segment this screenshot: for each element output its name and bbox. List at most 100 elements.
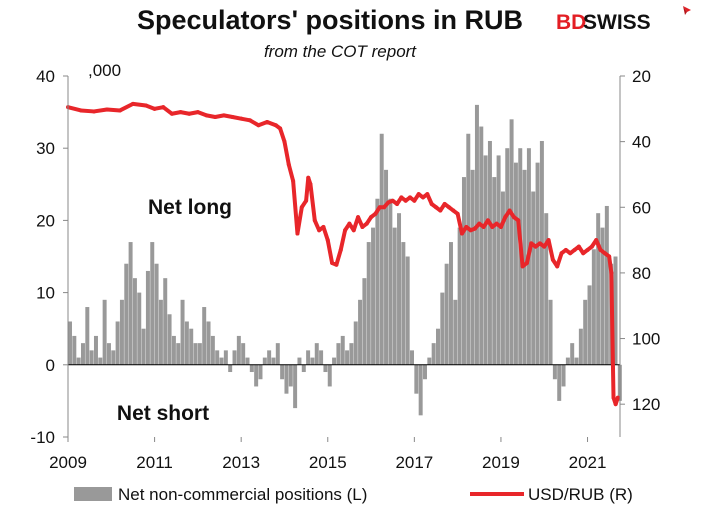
bar-90 (457, 227, 462, 365)
bar-76 (397, 213, 402, 365)
bar-41 (245, 357, 250, 365)
bar-53 (297, 357, 302, 365)
line-point-63 (451, 208, 456, 213)
line-point-103 (615, 395, 620, 400)
bar-114 (561, 364, 566, 387)
bar-55 (306, 350, 311, 365)
bar-0 (68, 321, 72, 365)
bar-64 (345, 350, 350, 365)
bar-14 (128, 242, 133, 365)
bar-70 (371, 227, 376, 365)
bar-24 (171, 335, 176, 365)
legend-line-label: USD/RUB (R) (528, 485, 633, 504)
line-point-79 (520, 264, 525, 269)
left-tick-label-10: 10 (36, 284, 55, 303)
line-point-65 (459, 231, 464, 236)
line-point-75 (503, 215, 508, 220)
line-point-59 (434, 205, 438, 210)
annotation-net-long: Net long (148, 196, 232, 219)
bar-98 (492, 177, 497, 365)
line-point-41 (356, 215, 361, 220)
bar-32 (206, 321, 211, 365)
bar-54 (301, 364, 306, 373)
bar-101 (505, 148, 510, 365)
line-point-64 (455, 211, 460, 216)
line-point-71 (485, 218, 490, 223)
bar-96 (483, 155, 488, 365)
bar-66 (353, 321, 358, 365)
line-point-42 (360, 224, 365, 229)
x-tick-label-2013: 2013 (222, 453, 260, 472)
bar-31 (202, 307, 207, 365)
line-point-6 (143, 103, 148, 108)
line-point-36 (334, 262, 339, 267)
line-point-21 (273, 123, 278, 128)
bar-43 (254, 364, 259, 387)
line-point-61 (442, 201, 447, 206)
line-point-58 (429, 201, 434, 206)
line-point-13 (204, 113, 209, 118)
bar-51 (288, 364, 293, 387)
bar-100 (500, 191, 505, 365)
x-tick-label-2009: 2009 (49, 453, 87, 472)
line-point-23 (282, 139, 287, 144)
bar-80 (414, 364, 419, 394)
line-point-20 (265, 119, 270, 124)
bar-93 (470, 169, 475, 365)
brand-logo-swiss: SWISS (583, 11, 651, 34)
line-point-22 (278, 126, 283, 131)
line-point-89 (563, 247, 568, 252)
bar-88 (448, 242, 453, 365)
line-point-83 (537, 241, 542, 246)
line-point-10 (178, 110, 183, 115)
bar-69 (366, 242, 371, 365)
line-point-2 (91, 109, 96, 114)
bar-15 (132, 278, 137, 365)
line-point-55 (416, 192, 421, 197)
line-point-100 (609, 270, 614, 275)
line-point-92 (576, 244, 581, 249)
bar-39 (236, 335, 241, 365)
bar-42 (249, 364, 254, 373)
bar-63 (340, 335, 345, 365)
bar-68 (362, 278, 367, 365)
line-point-29 (306, 175, 311, 180)
bar-48 (275, 343, 280, 365)
bar-109 (539, 140, 544, 365)
line-point-102 (613, 402, 618, 407)
bar-102 (509, 119, 514, 365)
brand-logo: BD SWISS (556, 6, 691, 34)
line-point-35 (330, 261, 335, 266)
line-point-91 (572, 247, 577, 252)
bar-118 (578, 328, 583, 365)
bar-28 (189, 328, 194, 365)
bar-52 (293, 364, 298, 409)
x-tick-label-2015: 2015 (309, 453, 347, 472)
bar-91 (461, 177, 466, 365)
line-point-78 (516, 218, 521, 223)
chart-subtitle: from the COT report (264, 42, 417, 61)
bar-92 (466, 133, 471, 365)
bar-34 (215, 350, 220, 365)
line-point-49 (390, 198, 395, 203)
line-point-85 (546, 238, 551, 243)
line-point-96 (594, 238, 599, 243)
line-point-19 (256, 123, 261, 128)
line-point-47 (382, 205, 387, 210)
bar-74 (388, 198, 393, 365)
chart-title: Speculators' positions in RUB (137, 5, 523, 35)
line-point-51 (399, 195, 404, 200)
bar-119 (583, 299, 588, 365)
plus-star-icon (683, 6, 691, 15)
line-point-80 (524, 261, 529, 266)
bar-124 (604, 205, 609, 365)
line-point-90 (568, 251, 573, 256)
line-point-12 (195, 110, 200, 115)
line-point-62 (446, 205, 451, 210)
line-point-17 (239, 116, 244, 121)
left-axis: -10 0 10 20 30 40 (30, 67, 69, 447)
bar-89 (453, 299, 458, 365)
bar-87 (444, 263, 449, 365)
line-point-16 (230, 115, 235, 120)
line-point-38 (343, 228, 348, 233)
